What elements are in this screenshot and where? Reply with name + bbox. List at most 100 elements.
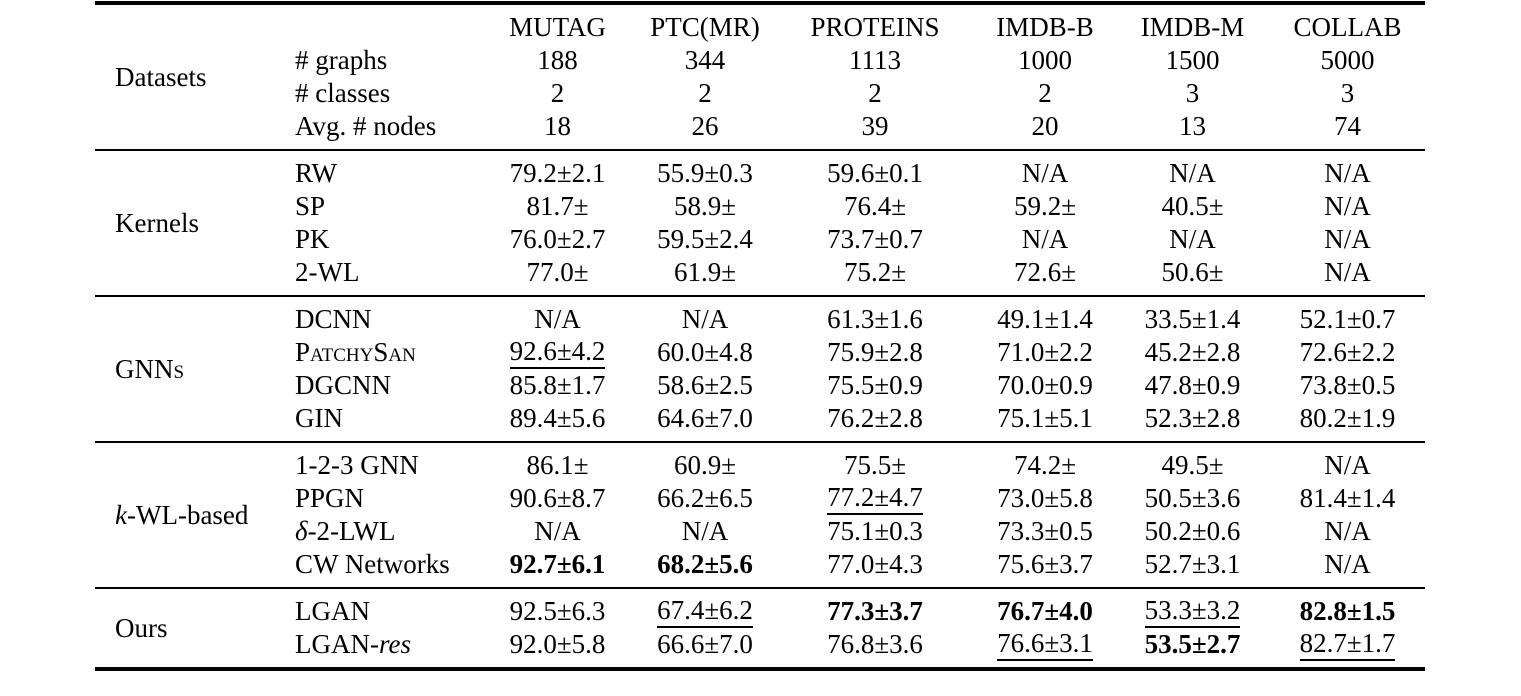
value-cell: 76.6±3.1 xyxy=(975,628,1115,661)
value-text: 73.7±0.7 xyxy=(827,224,923,254)
value-cell: 52.7±3.1 xyxy=(1115,549,1270,580)
method-name: 1-2-3 GNN xyxy=(295,450,480,481)
method-name-text: SP xyxy=(295,191,326,221)
value-cell: 49.1±1.4 xyxy=(975,304,1115,335)
value-cell: 59.5±2.4 xyxy=(635,224,775,255)
value-cell: 75.1±5.1 xyxy=(975,403,1115,434)
table-row: PPGN 90.6±8.7 66.2±6.5 77.2±4.7 73.0±5.8 50.5… xyxy=(295,482,1425,515)
method-name-text: PK xyxy=(295,224,330,254)
column-header: PROTEINS xyxy=(810,12,940,42)
value-text: 188 xyxy=(537,45,578,75)
value-cell: N/A xyxy=(1270,549,1425,580)
table-row: δ-2-LWL N/A N/A 75.1±0.3 73.3±0.5 50.2±0.6 N/A xyxy=(295,515,1425,548)
method-name: CW Networks xyxy=(295,549,480,580)
section-rows: MUTAG PTC(MR) PROTEINS IMDB-B IMDB-M COLLAB # … xyxy=(295,11,1425,143)
method-name: 2-WL xyxy=(295,257,480,288)
value-text: 82.7±1.7 xyxy=(1299,629,1396,661)
value-cell: N/A xyxy=(975,224,1115,255)
value-cell: N/A xyxy=(1270,224,1425,255)
value-text: 76.6±3.1 xyxy=(997,629,1093,661)
value-cell: 82.7±1.7 xyxy=(1270,628,1425,661)
value-cell: 59.6±0.1 xyxy=(775,158,975,189)
value-text: 75.9±2.8 xyxy=(827,337,923,367)
value-text: 60.0±4.8 xyxy=(657,337,753,367)
value-text: 5000 xyxy=(1320,45,1375,75)
value-cell: 75.5±0.9 xyxy=(775,370,975,401)
value-cell: 1113 xyxy=(775,45,975,76)
value-text: 73.0±5.8 xyxy=(997,483,1093,513)
value-text: 68.2±5.6 xyxy=(657,549,753,579)
value-text: 13 xyxy=(1179,111,1206,141)
column-header: COLLAB xyxy=(1293,12,1402,42)
value-text: 59.5±2.4 xyxy=(657,224,753,254)
value-text: 76.8±3.6 xyxy=(827,629,923,659)
section-rows: LGAN 92.5±6.3 67.4±6.2 77.3±3.7 76.7±4.0 53.3… xyxy=(295,595,1425,661)
value-cell: N/A xyxy=(480,516,635,547)
value-text: 344 xyxy=(684,45,726,75)
value-cell: N/A xyxy=(975,158,1115,189)
value-cell: 73.8±0.5 xyxy=(1270,370,1425,401)
value-cell: 73.3±0.5 xyxy=(975,516,1115,547)
value-text: 61.3±1.6 xyxy=(827,304,923,334)
value-cell: 18 xyxy=(480,111,635,142)
value-cell: 80.2±1.9 xyxy=(1270,403,1425,434)
method-name-text: PatchySan xyxy=(295,337,416,367)
value-cell: 49.5± xyxy=(1115,450,1270,481)
value-text: N/A xyxy=(534,304,581,334)
value-text: N/A xyxy=(1324,549,1371,579)
value-text: 81.4±1.4 xyxy=(1299,483,1396,513)
value-cell: 5000 xyxy=(1270,45,1425,76)
method-name-text: # graphs xyxy=(295,45,388,75)
method-name: DCNN xyxy=(295,304,480,335)
section-label-part: -WL-based xyxy=(126,499,249,530)
table-row: GIN 89.4±5.6 64.6±7.0 76.2±2.8 75.1±5.1 52.3±… xyxy=(295,402,1425,435)
value-text: 52.3±2.8 xyxy=(1144,403,1241,433)
method-name-text: LGAN xyxy=(295,596,370,626)
column-header-row: MUTAG PTC(MR) PROTEINS IMDB-B IMDB-M COLLAB xyxy=(295,11,1425,44)
method-name-part: -2-LWL xyxy=(307,516,396,546)
method-name: Avg. # nodes xyxy=(295,111,480,142)
table-row: # classes 2 2 2 2 3 3 xyxy=(295,77,1425,110)
value-text: N/A xyxy=(1324,224,1371,254)
value-cell: 67.4±6.2 xyxy=(635,595,775,628)
value-cell: 40.5± xyxy=(1115,191,1270,222)
value-text: 20 xyxy=(1031,111,1059,141)
value-text: 75.6±3.7 xyxy=(997,549,1093,579)
value-text: 72.6±2.2 xyxy=(1299,337,1396,367)
value-text: 75.5±0.9 xyxy=(827,370,923,400)
value-cell: 52.1±0.7 xyxy=(1270,304,1425,335)
method-name: PPGN xyxy=(295,483,480,514)
section-rows: 1-2-3 GNN 86.1± 60.9± 75.5± 74.2± 49.5± N/A PPG… xyxy=(295,449,1425,581)
value-text: 26 xyxy=(691,111,719,141)
value-cell: N/A xyxy=(1270,257,1425,288)
value-text: 77.3±3.7 xyxy=(827,596,923,626)
value-text: 76.0±2.7 xyxy=(509,224,606,254)
value-cell: 74.2± xyxy=(975,450,1115,481)
value-text: 77.2±4.7 xyxy=(827,483,923,515)
value-text: 76.7±4.0 xyxy=(997,596,1093,626)
table-row: CW Networks 92.7±6.1 68.2±5.6 77.0±4.3 75.6±… xyxy=(295,548,1425,581)
value-cell: 13 xyxy=(1115,111,1270,142)
table-row: 1-2-3 GNN 86.1± 60.9± 75.5± 74.2± 49.5± N/A xyxy=(295,449,1425,482)
method-name: SP xyxy=(295,191,480,222)
value-text: 86.1± xyxy=(526,450,589,480)
table-row: 2-WL 77.0± 61.9± 75.2± 72.6± 50.6± N/A xyxy=(295,256,1425,289)
method-name-text: PPGN xyxy=(295,483,365,513)
value-cell: 75.6±3.7 xyxy=(975,549,1115,580)
table-row: LGAN 92.5±6.3 67.4±6.2 77.3±3.7 76.7±4.0 53.3… xyxy=(295,595,1425,628)
value-text: 75.2± xyxy=(843,257,907,287)
value-text: 61.9± xyxy=(673,257,737,287)
value-text: 50.2±0.6 xyxy=(1144,516,1241,546)
value-text: 1500 xyxy=(1165,45,1220,75)
value-text: 89.4±5.6 xyxy=(509,403,606,433)
value-cell: N/A xyxy=(1270,158,1425,189)
value-text: 49.5± xyxy=(1161,450,1224,480)
value-text: 73.8±0.5 xyxy=(1299,370,1396,400)
value-cell: 73.7±0.7 xyxy=(775,224,975,255)
value-text: 85.8±1.7 xyxy=(509,370,606,400)
section-rows: RW 79.2±2.1 55.9±0.3 59.6±0.1 N/A N/A N/A SP 81.… xyxy=(295,157,1425,289)
method-name-text: GIN xyxy=(295,403,343,433)
section-label: k -WL-based xyxy=(95,449,295,581)
table-section: k -WL-based 1-2-3 GNN 86.1± 60.9± 75.5± 74.2± 4… xyxy=(95,441,1425,587)
table-row: Avg. # nodes 18 26 39 20 13 74 xyxy=(295,110,1425,143)
